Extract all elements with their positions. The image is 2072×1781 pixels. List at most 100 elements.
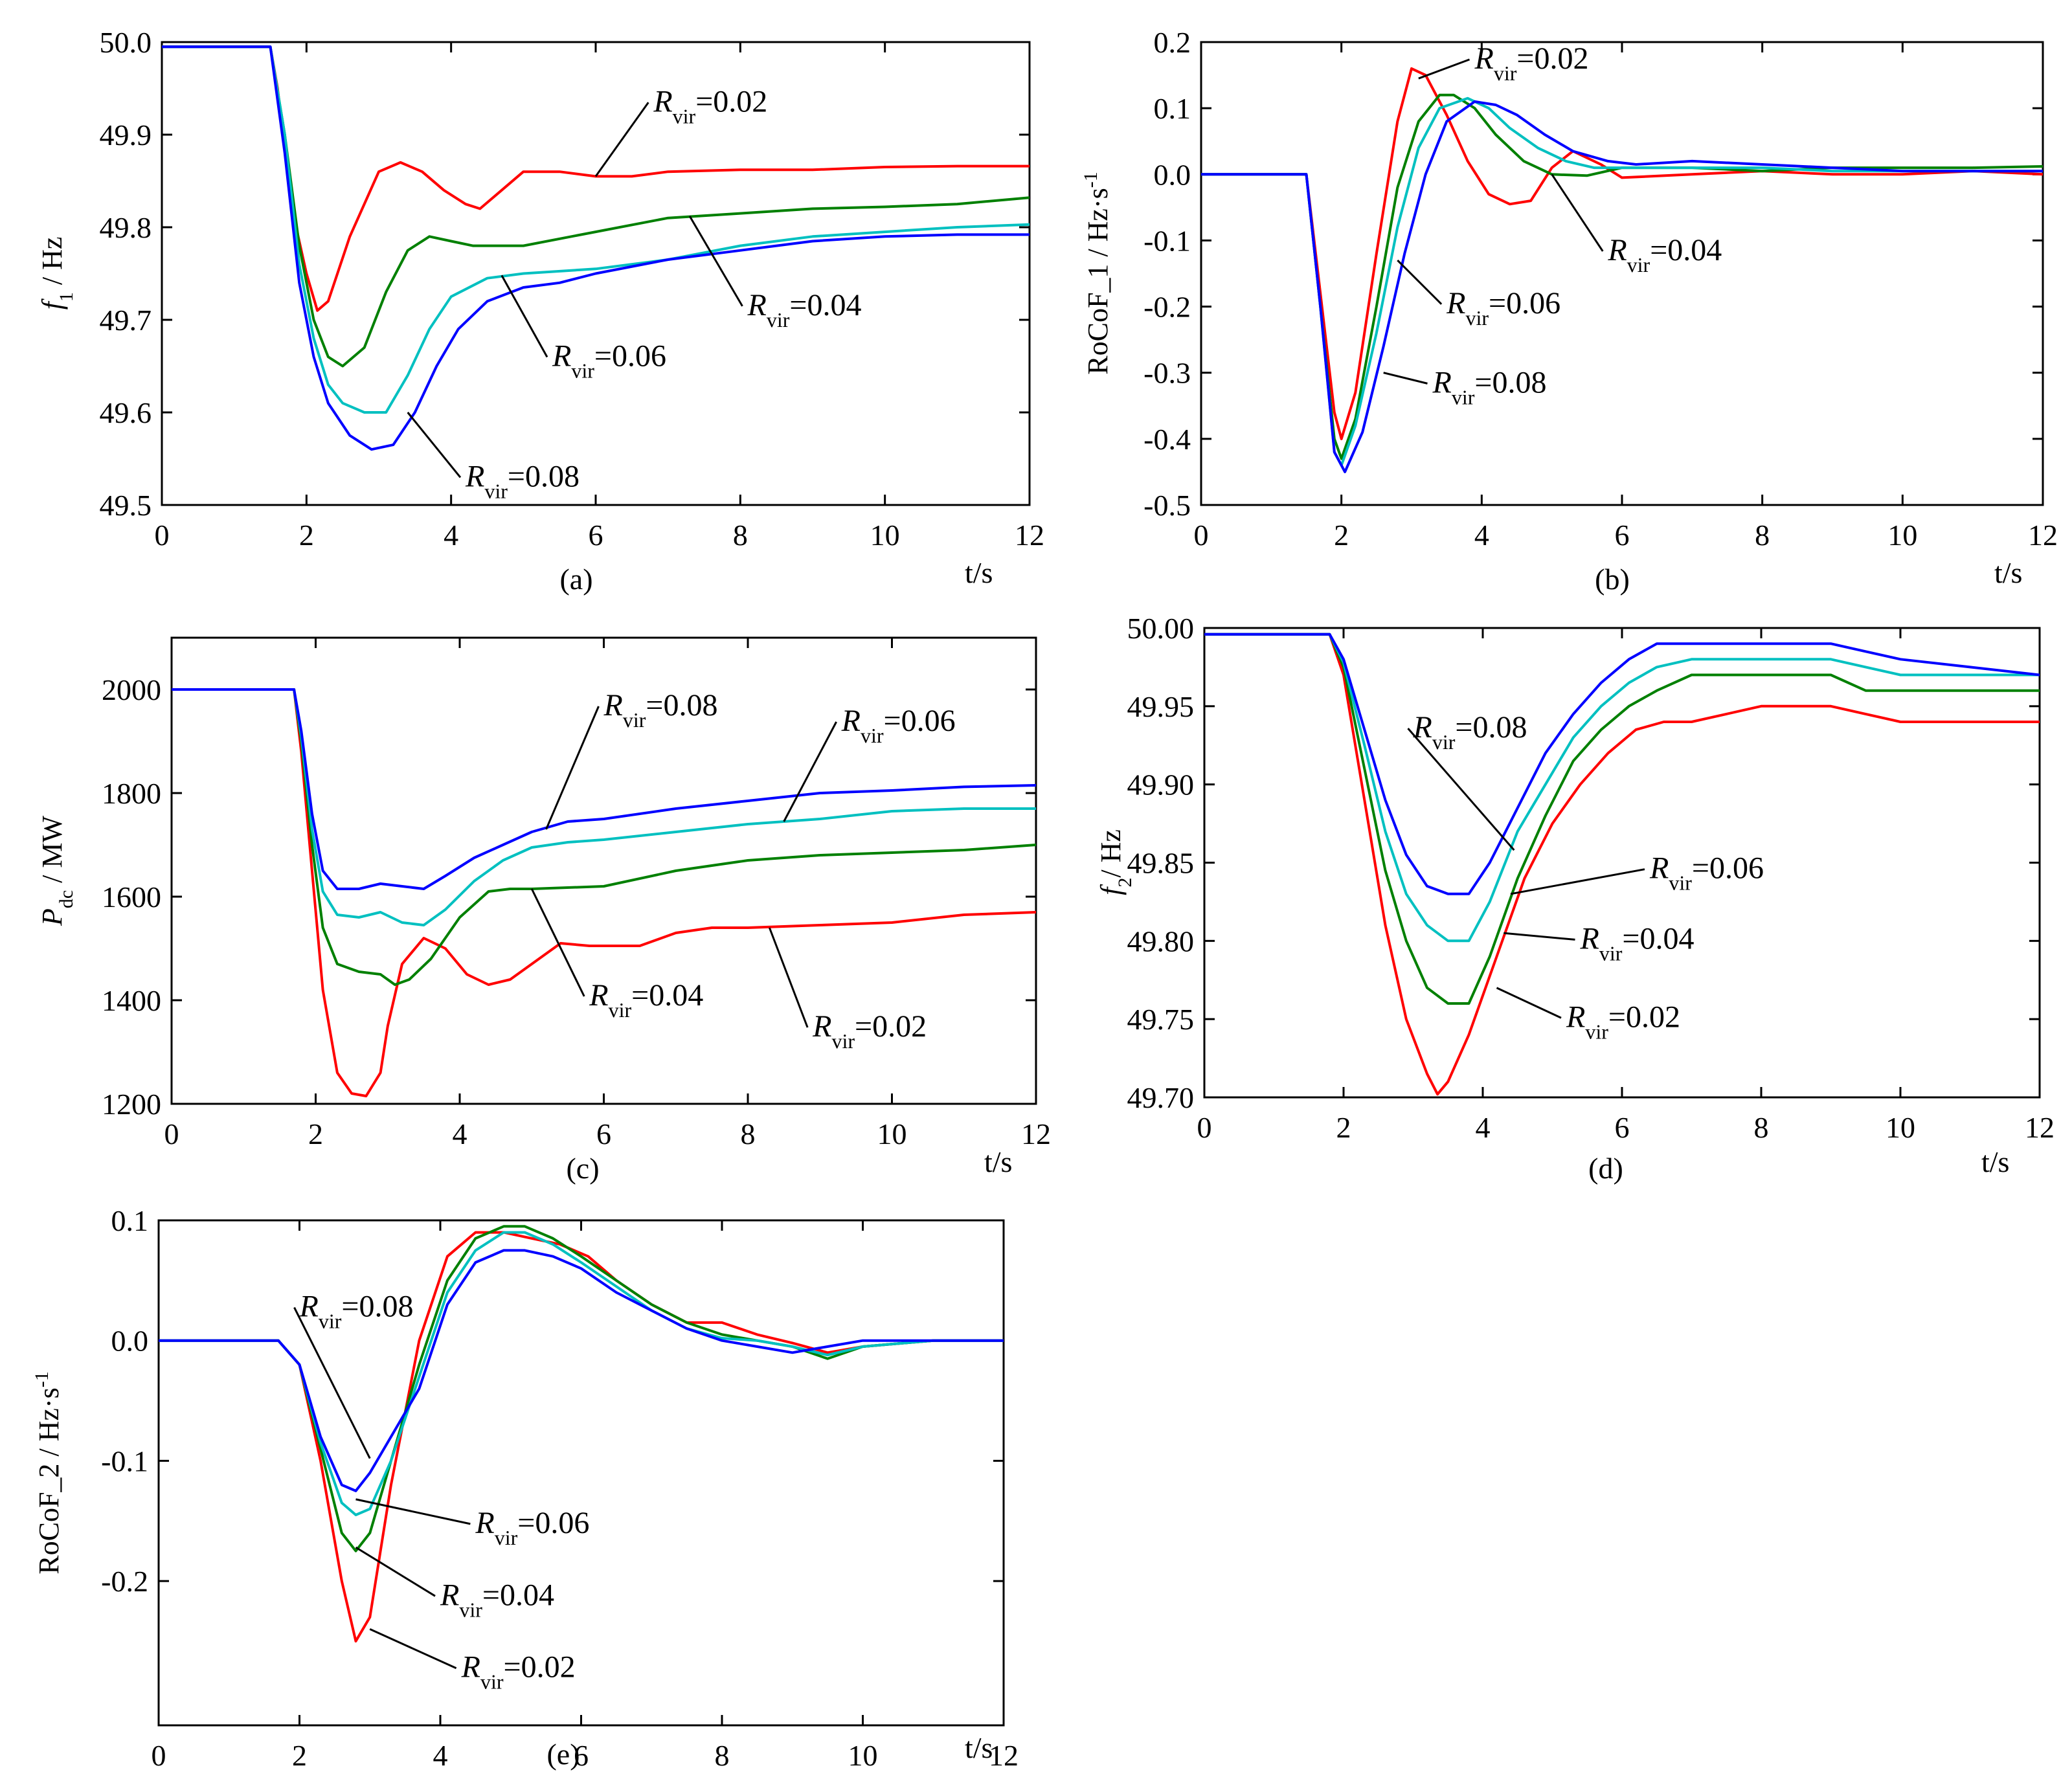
annotation-subscript: vir (319, 1310, 342, 1333)
y-tick-label: 2000 (102, 673, 161, 706)
annotation-label: Rvir=0.06 (1446, 286, 1560, 330)
annotation-leader (530, 888, 585, 997)
panel-caption: (e) (546, 1738, 580, 1771)
x-tick-label: 0 (1197, 1111, 1212, 1144)
y-tick-label: 49.95 (1127, 690, 1195, 723)
annotation-value: =0.04 (482, 1578, 554, 1612)
annotation-leader (293, 1306, 371, 1459)
x-tick-label: 10 (1886, 1111, 1915, 1144)
y-tick-label: -0.3 (1143, 357, 1191, 390)
annotation-value: =0.02 (1608, 1000, 1680, 1034)
panel-c-pdc-chart: 0 2 4 6 8 10 12 1200 1400 1600 1800 2000 Pdc / MW t/s… (36, 636, 1051, 1185)
y-tick-label: 0.1 (111, 1204, 149, 1237)
y-tick-label: 1200 (102, 1088, 161, 1121)
y-tick-label: 0.0 (111, 1325, 149, 1358)
x-tick-label: 6 (596, 1117, 611, 1150)
annotation-label: Rvir=0.06 (552, 339, 666, 383)
annotation-label: Rvir=0.06 (1649, 851, 1764, 895)
x-tick-label: 10 (877, 1117, 907, 1150)
annotation-symbol: R (1649, 851, 1669, 886)
annotation-symbol: R (1566, 1000, 1585, 1034)
x-tick-label: 8 (1754, 1111, 1769, 1144)
annotation-subscript: vir (767, 308, 790, 331)
y-axis-label-unit: / MW (36, 815, 68, 890)
annotation-subscript: vir (673, 104, 696, 128)
annotation-label: Rvir=0.04 (589, 978, 703, 1022)
series-line-Rvir-0_08 (1204, 633, 2040, 895)
annotation-value: =0.02 (695, 84, 767, 118)
annotation-subscript: vir (1494, 62, 1517, 85)
y-axis-label-text: RoCoF_2 / Hz·s (33, 1387, 65, 1574)
annotation-leader (783, 721, 837, 822)
series-line-Rvir-0_02 (159, 1231, 1004, 1642)
panel-caption: (b) (1595, 563, 1630, 596)
x-tick-label: 4 (453, 1117, 467, 1150)
annotation-symbol: R (747, 288, 767, 322)
annotation-subscript: vir (609, 998, 632, 1022)
y-axis-label-unit: / Hz (36, 237, 68, 293)
annotation-subscript: vir (459, 1598, 482, 1621)
y-axis-label: RoCoF_2 / Hz·s-1 (31, 1371, 65, 1574)
annotation-value: =0.04 (1650, 233, 1722, 267)
x-axis-label: t/s (965, 556, 993, 589)
annotation-label: Rvir=0.08 (1432, 365, 1547, 409)
annotation-label: Rvir=0.02 (461, 1650, 576, 1694)
annotation-leader (1510, 868, 1645, 895)
annotation-label: Rvir=0.04 (1580, 921, 1695, 965)
annotation-label: Rvir=0.04 (747, 288, 862, 331)
y-tick-label: 49.9 (100, 118, 152, 151)
y-tick-label: 50.0 (100, 26, 152, 59)
annotation-subscript: vir (1585, 1020, 1608, 1043)
annotation-label: Rvir=0.02 (1566, 1000, 1680, 1043)
annotation-value: =0.08 (1455, 710, 1527, 745)
y-axis-label: RoCoF_1 / Hz·s-1 (1080, 172, 1114, 374)
series-line-Rvir-0_08 (172, 688, 1036, 890)
series-line-Rvir-0_08 (1201, 100, 2043, 473)
annotation-label: Rvir=0.04 (440, 1578, 554, 1621)
y-tick-label: 0.2 (1154, 26, 1191, 59)
y-axis-label-superscript: -1 (31, 1371, 52, 1387)
annotation-leader (355, 1498, 471, 1525)
y-tick-label: -0.1 (1143, 224, 1191, 257)
annotation-label: Rvir=0.02 (812, 1009, 927, 1053)
annotation-leader (407, 412, 462, 478)
series-line-Rvir-0_02 (162, 45, 1030, 312)
series-line-Rvir-0_02 (172, 688, 1036, 1097)
y-tick-label: 1400 (102, 984, 161, 1017)
x-tick-label: 2 (1336, 1111, 1351, 1144)
annotation-label: Rvir=0.02 (1474, 41, 1589, 85)
x-tick-label: 8 (715, 1739, 730, 1772)
x-axis-label: t/s (984, 1145, 1012, 1178)
y-tick-label: 1600 (102, 880, 161, 913)
x-tick-label: 12 (2025, 1111, 2055, 1144)
y-axis-label-subscript: 1 (56, 292, 77, 302)
annotation-subscript: vir (1465, 306, 1489, 330)
panel-d-f2-chart: 0 2 4 6 8 10 12 49.70 49.75 49.80 49.85 49.90 49.95 5… (1095, 612, 2055, 1185)
annotation-value: =0.06 (884, 704, 956, 738)
annotation-value: =0.08 (1474, 365, 1546, 399)
x-tick-label: 6 (589, 519, 603, 552)
x-axis-label: t/s (965, 1731, 993, 1764)
annotation-subscript: vir (1452, 385, 1475, 409)
x-tick-label: 10 (848, 1739, 878, 1772)
y-tick-label: 50.00 (1127, 612, 1195, 645)
annotation-label: Rvir=0.06 (841, 704, 956, 747)
annotation-value: =0.04 (1622, 921, 1694, 956)
annotation-symbol: R (1607, 233, 1627, 267)
y-tick-label: 49.70 (1127, 1081, 1195, 1114)
series-line-Rvir-0_06 (1204, 633, 2040, 943)
annotation-leader (369, 1628, 457, 1670)
annotation-leader (594, 102, 649, 177)
x-tick-label: 4 (1476, 1111, 1491, 1144)
annotation-subscript: vir (831, 1029, 855, 1053)
x-tick-label: 8 (1755, 519, 1770, 552)
x-tick-label: 12 (1015, 519, 1044, 552)
y-axis-label-text: RoCoF_1 / Hz·s (1082, 188, 1114, 374)
x-axis-label: t/s (1981, 1145, 2009, 1178)
y-axis-label-superscript: -1 (1080, 172, 1101, 188)
annotation-value: =0.06 (517, 1506, 589, 1540)
annotation-symbol: R (440, 1578, 459, 1612)
annotation-subscript: vir (480, 1670, 504, 1694)
